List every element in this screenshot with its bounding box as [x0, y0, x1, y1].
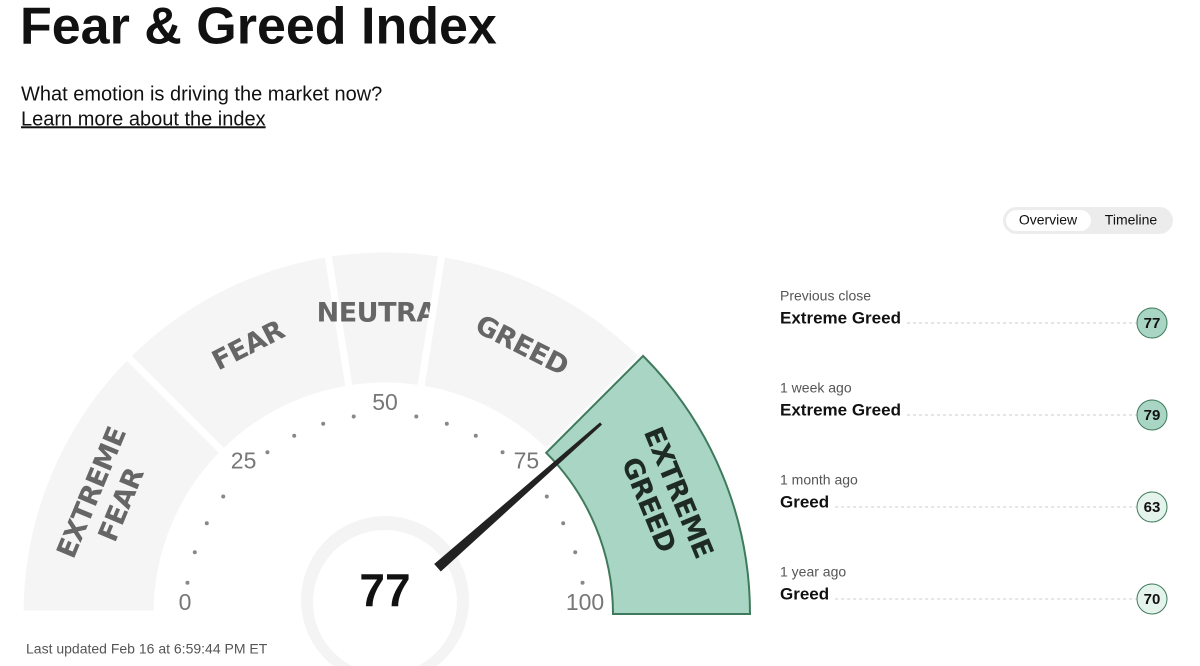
history-rating: Extreme Greed — [780, 308, 901, 327]
learn-more-link[interactable]: Learn more about the index — [21, 108, 266, 130]
history-label: 1 month ago — [780, 472, 858, 488]
dial-dot — [321, 421, 326, 426]
subtitle: What emotion is driving the market now? — [21, 83, 382, 105]
history-badge — [1136, 307, 1168, 339]
dial-dot — [221, 494, 226, 499]
history-badge — [1136, 491, 1168, 523]
dial-dot — [561, 521, 566, 526]
dial-dot — [444, 421, 449, 426]
dial-dot — [473, 433, 478, 438]
history-label: 1 week ago — [780, 380, 852, 396]
dial-tick-label: 75 — [514, 448, 540, 474]
dial-dot — [351, 414, 356, 419]
history-label: 1 year ago — [780, 564, 846, 580]
history-badge — [1136, 399, 1168, 431]
needle — [434, 422, 603, 572]
dial-dot — [580, 580, 585, 585]
title: Fear & Greed Index — [20, 0, 497, 56]
dial-dot — [265, 450, 270, 455]
history-value: 70 — [1144, 591, 1161, 608]
dial-tick-label: 100 — [566, 589, 604, 615]
history-rating: Greed — [780, 584, 829, 603]
dial-dot — [500, 450, 505, 455]
last-updated: Last updated Feb 16 at 6:59:44 PM ET — [26, 641, 268, 657]
history-rating: Greed — [780, 492, 829, 511]
history-rating: Extreme Greed — [780, 400, 901, 419]
dial-dot — [573, 550, 578, 555]
history-label: Previous close — [780, 288, 871, 304]
dial-dot — [192, 550, 197, 555]
dial-tick-label: 50 — [372, 389, 398, 415]
history-value: 79 — [1144, 407, 1161, 424]
history-badge — [1136, 583, 1168, 615]
dial-tick-label: 25 — [231, 448, 257, 474]
center-disc — [313, 530, 457, 666]
tab[interactable]: Overview — [1019, 212, 1078, 228]
gauge-segment — [544, 354, 752, 615]
history-value: 77 — [1144, 315, 1161, 332]
dial-dot — [185, 580, 190, 585]
dial-dot — [204, 521, 209, 526]
dial-dot — [544, 494, 549, 499]
dial-tick-label: 0 — [179, 589, 192, 615]
history-value: 63 — [1144, 499, 1161, 516]
tab-active-bg — [1006, 210, 1091, 231]
dial-dot — [292, 433, 297, 438]
tab[interactable]: Timeline — [1105, 212, 1158, 228]
dial-dot — [414, 414, 419, 419]
gauge-value: 77 — [359, 564, 410, 616]
